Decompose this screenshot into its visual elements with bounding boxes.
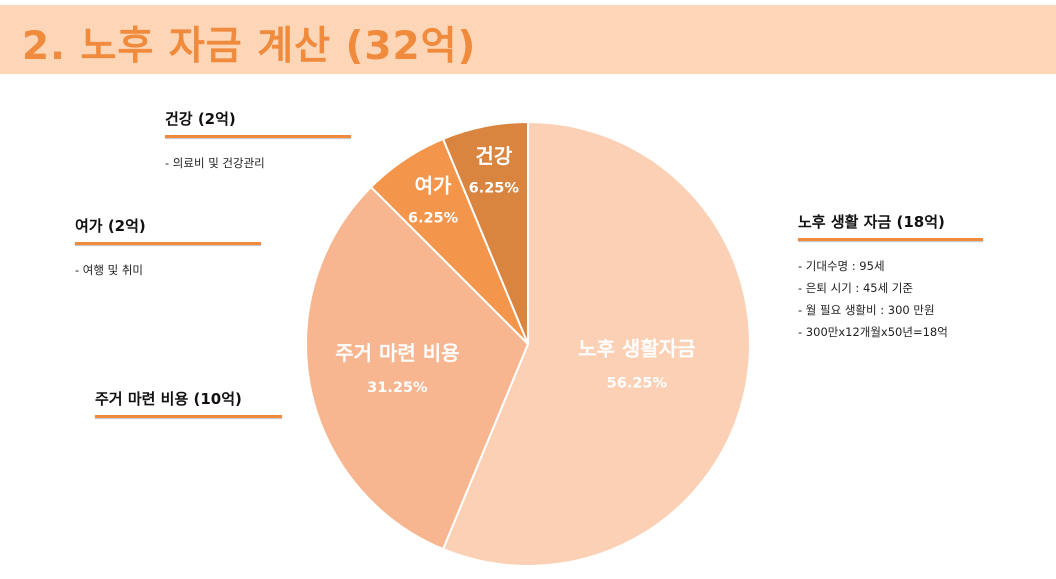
callout-housing-underline (95, 415, 282, 418)
callout-health-heading: 건강 (2억) (165, 110, 236, 128)
slice-label: 노후 생활자금 (578, 337, 695, 361)
callout-living-item: - 300만x12개월x50년=18억 (798, 325, 948, 339)
slice-label: 여가 (415, 174, 452, 198)
slice-label: 건강 (475, 144, 512, 168)
callout-leisure: 여가 (2억) - 여행 및 취미 (75, 215, 261, 281)
callout-health-underline (165, 135, 351, 138)
callout-living-item: - 월 필요 생활비 : 300 만원 (798, 303, 935, 317)
slice-label: 주거 마련 비용 (335, 341, 459, 365)
title-bar: 2. 노후 자금 계산 (32억) (0, 5, 1056, 74)
callout-leisure-item: - 여행 및 취미 (75, 263, 144, 277)
callout-living-underline (798, 238, 983, 241)
callout-housing: 주거 마련 비용 (10억) (95, 388, 282, 418)
slice-percent: 6.25% (469, 180, 520, 196)
callout-leisure-underline (75, 242, 261, 245)
callout-health: 건강 (2억) - 의료비 및 건강관리 (165, 108, 351, 174)
callout-leisure-heading: 여가 (2억) (75, 217, 146, 235)
page-title: 2. 노후 자금 계산 (32억) (22, 24, 477, 69)
pie-slice (441, 120, 529, 345)
slice-percent: 31.25% (367, 380, 428, 396)
callout-health-list: - 의료비 및 건강관리 (165, 152, 351, 174)
slice-percent: 56.25% (607, 376, 668, 392)
pie-labels: 노후 생활자금 56.25% 주거 마련 비용 31.25% 여가 6.25% 건강 6.25… (335, 144, 695, 396)
slice-percent: 6.25% (408, 210, 459, 226)
callout-living-list: - 기대수명 : 95세 - 은퇴 시기 : 45세 기준 - 월 필요 생활비… (798, 255, 983, 343)
callout-living-item: - 은퇴 시기 : 45세 기준 (798, 281, 913, 295)
callout-living-heading: 노후 생활 자금 (18억) (798, 213, 945, 231)
callout-living: 노후 생활 자금 (18억) - 기대수명 : 95세 - 은퇴 시기 : 45… (798, 211, 983, 343)
callout-living-item: - 기대수명 : 95세 (798, 259, 885, 273)
pie-slice (305, 185, 530, 551)
pie-slices (305, 120, 751, 567)
pie-slice (441, 120, 751, 567)
callout-health-item: - 의료비 및 건강관리 (165, 156, 265, 170)
callout-leisure-list: - 여행 및 취미 (75, 259, 261, 281)
callout-housing-heading: 주거 마련 비용 (10억) (95, 390, 242, 408)
